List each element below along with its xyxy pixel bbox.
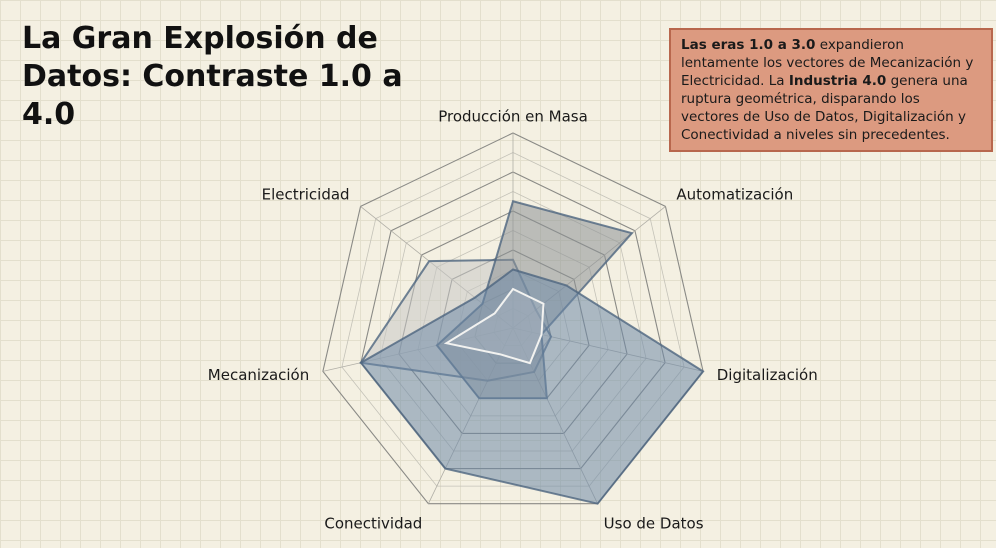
category-label: Producción en Masa <box>438 108 588 126</box>
series-area <box>359 268 705 505</box>
category-label: Mecanización <box>208 366 309 384</box>
chart-title: La Gran Explosión de Datos: Contraste 1.… <box>22 21 403 132</box>
series-area <box>443 287 545 365</box>
category-label: Digitalización <box>717 366 818 384</box>
grid-ring <box>341 152 685 487</box>
category-label: Conectividad <box>324 514 422 532</box>
annotation-text: genera una ruptura geométrica, disparand… <box>681 73 968 143</box>
annotation: Las eras 1.0 a 3.0 expandieron lentament… <box>669 28 993 152</box>
category-label: Electricidad <box>262 186 350 204</box>
annotation-text: Industria 4.0 <box>788 73 887 89</box>
grid-ring <box>322 132 704 505</box>
annotation-text: Las eras 1.0 a 3.0 <box>681 37 816 53</box>
category-label: Uso de Datos <box>604 514 704 532</box>
category-label: Automatización <box>676 186 793 204</box>
annotation-text: expandieron lentamente los vectores de M… <box>681 37 974 89</box>
